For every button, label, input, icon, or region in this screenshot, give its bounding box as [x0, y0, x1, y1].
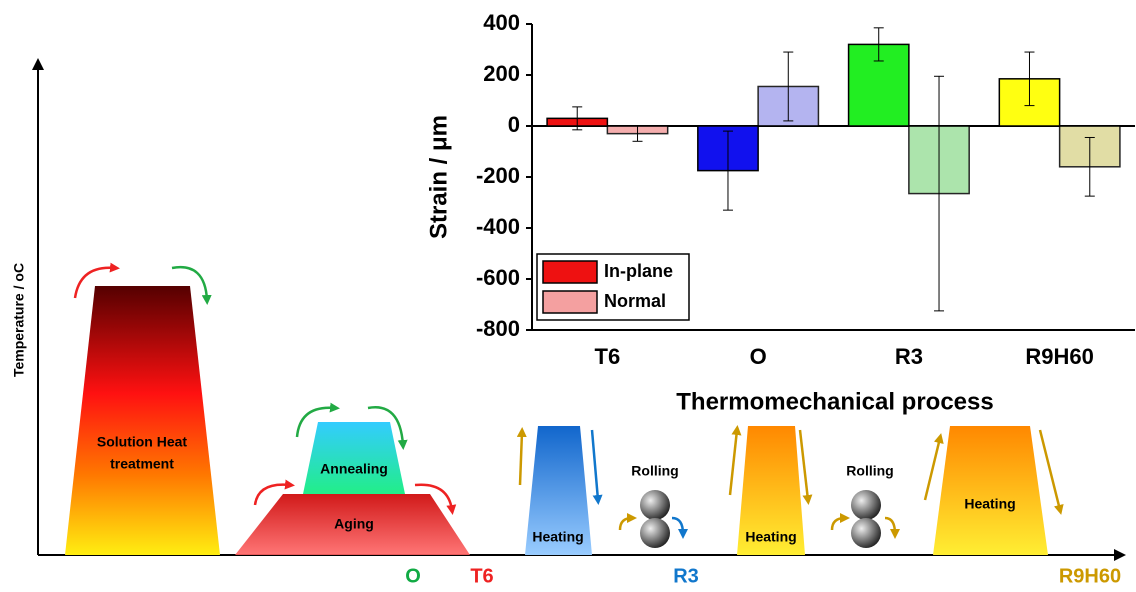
- stage-label: R9H60: [1059, 565, 1121, 587]
- error-bar: [934, 75, 945, 312]
- stage-label: T6: [470, 565, 493, 587]
- step-label: Aging: [334, 516, 374, 532]
- step-label: Heating: [532, 529, 583, 545]
- aging-step: [235, 494, 470, 555]
- step-label: Heating: [745, 529, 796, 545]
- legend-swatch: [542, 260, 598, 284]
- process-diagram: Temperature / oC Solution Heat treatment…: [11, 58, 1126, 587]
- error-bar: [1084, 136, 1095, 197]
- x-tick-label: O: [750, 344, 767, 369]
- y-tick-label: -200: [476, 163, 520, 188]
- stage-label: R3: [673, 565, 699, 587]
- error-bar: [783, 51, 794, 122]
- y-tick-label: 0: [508, 112, 520, 137]
- legend-label: In-plane: [604, 261, 673, 281]
- x-tick-label: R9H60: [1025, 344, 1093, 369]
- step-label: Heating: [964, 496, 1015, 512]
- heating-step: [933, 426, 1048, 555]
- error-bar: [873, 27, 884, 62]
- step-label: Annealing: [320, 461, 388, 477]
- x-tick-label: R3: [895, 344, 923, 369]
- annealing-step: [303, 422, 405, 494]
- legend-label: Normal: [604, 291, 666, 311]
- y-tick-label: -800: [476, 316, 520, 341]
- step-label: treatment: [110, 456, 174, 472]
- stage-label: O: [405, 565, 421, 587]
- legend-swatch: [542, 290, 598, 314]
- error-bar: [632, 125, 643, 142]
- error-bar: [722, 130, 733, 211]
- x-axis-label: Thermomechanical process: [676, 388, 993, 415]
- error-bar: [572, 106, 583, 131]
- y-tick-label: -400: [476, 214, 520, 239]
- step-label: Rolling: [631, 463, 678, 479]
- error-bar: [1024, 51, 1035, 107]
- step-label: Solution Heat: [97, 434, 188, 450]
- y-tick-label: 200: [483, 61, 520, 86]
- arrows: [73, 262, 1064, 539]
- heating-step: [525, 426, 592, 555]
- y-axis-label: Strain / μm: [425, 115, 452, 239]
- rollers: [640, 490, 881, 548]
- y-tick-label: -600: [476, 265, 520, 290]
- solution-step: [65, 286, 220, 555]
- step-label: Rolling: [846, 463, 893, 479]
- y-tick-label: 400: [483, 10, 520, 35]
- temperature-label: Temperature / oC: [11, 263, 27, 377]
- strain-chart: Strain / μm Thermomechanical process -80…: [425, 10, 1135, 415]
- heating-step: [737, 426, 805, 555]
- x-tick-label: T6: [595, 344, 621, 369]
